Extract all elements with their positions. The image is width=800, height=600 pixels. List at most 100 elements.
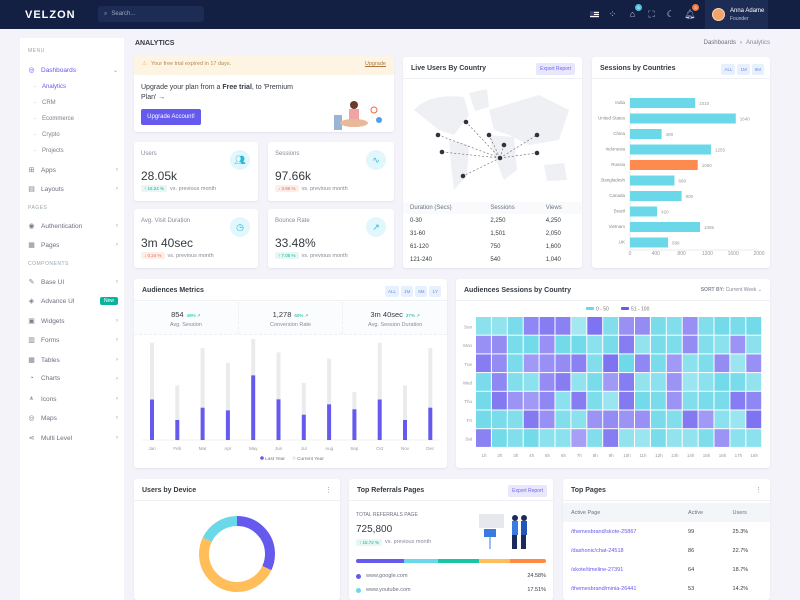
bar-last-year-mar[interactable]: [200, 407, 205, 440]
bar-last-year-nov[interactable]: [403, 420, 407, 440]
export-report-button[interactable]: Export Report: [508, 485, 547, 497]
heatmap-cell[interactable]: [539, 354, 555, 373]
bar-last-year-feb[interactable]: [175, 420, 180, 440]
heatmap-cell[interactable]: [650, 391, 666, 410]
heatmap-cell[interactable]: [635, 410, 650, 429]
bar-united-states[interactable]: [630, 113, 736, 124]
heatmap-cell[interactable]: [523, 373, 539, 391]
heatmap-cell[interactable]: [619, 373, 634, 391]
sidebar-sub-ecommerce[interactable]: Ecommerce: [34, 116, 74, 122]
heatmap-cell[interactable]: [491, 373, 507, 391]
heatmap-cell[interactable]: [476, 354, 491, 373]
heatmap-cell[interactable]: [476, 335, 491, 354]
heatmap-cell[interactable]: [650, 410, 666, 429]
heatmap-cell[interactable]: [587, 429, 603, 447]
heatmap-cell[interactable]: [619, 391, 634, 410]
bar-india[interactable]: [630, 98, 696, 108]
legend-current-year[interactable]: Current Year: [297, 456, 324, 462]
heatmap-cell[interactable]: [714, 391, 730, 410]
bar-indonesia[interactable]: [630, 144, 711, 155]
heatmap-cell[interactable]: [507, 354, 523, 373]
bar-last-year-jan[interactable]: [150, 399, 154, 440]
bar-current-year-aug[interactable]: [327, 358, 332, 405]
heatmap-cell[interactable]: [491, 391, 507, 410]
heatmap-cell[interactable]: [666, 373, 682, 391]
heatmap-cell[interactable]: [746, 410, 762, 429]
filter-1y[interactable]: 1Y: [429, 286, 441, 297]
bar-current-year-mar[interactable]: [200, 348, 205, 408]
heatmap-cell[interactable]: [635, 373, 650, 391]
legend-label[interactable]: 0 - 50: [596, 307, 609, 313]
heatmap-cell[interactable]: [507, 317, 523, 335]
more-vertical-icon[interactable]: ⋮: [325, 487, 332, 494]
bar-current-year-apr[interactable]: [225, 362, 230, 411]
heatmap-cell[interactable]: [730, 410, 746, 429]
bar-current-year-jul[interactable]: [301, 382, 306, 415]
heatmap-cell[interactable]: [507, 335, 523, 354]
flag-us-icon[interactable]: [589, 9, 600, 20]
heatmap-cell[interactable]: [587, 373, 603, 391]
sidebar-item-apps[interactable]: ⊞ Apps ›: [28, 166, 118, 175]
filter-6m[interactable]: 6M: [415, 286, 428, 297]
bar-uk[interactable]: [630, 237, 668, 248]
heatmap-cell[interactable]: [571, 354, 587, 373]
sidebar-item-advance-ui[interactable]: ◈ Advance UI New: [28, 297, 118, 305]
heatmap-cell[interactable]: [682, 354, 698, 373]
heatmap-cell[interactable]: [539, 317, 555, 335]
heatmap-cell[interactable]: [746, 335, 762, 354]
heatmap-cell[interactable]: [523, 354, 539, 373]
heatmap-cell[interactable]: [698, 373, 714, 391]
sidebar-sub-analytics[interactable]: Analytics: [34, 84, 66, 90]
legend-label[interactable]: 51 - 100: [631, 307, 650, 313]
heatmap-cell[interactable]: [476, 317, 491, 335]
bar-current-year-may[interactable]: [251, 339, 256, 376]
heatmap-cell[interactable]: [746, 391, 762, 410]
heatmap-cell[interactable]: [730, 335, 746, 354]
heatmap-cell[interactable]: [746, 429, 762, 447]
moon-icon[interactable]: ☾: [666, 9, 675, 19]
page-link[interactable]: /themesbrand/minia-26441: [571, 585, 637, 592]
cart-icon[interactable]: ⌂ 5: [627, 4, 642, 20]
bar-china[interactable]: [630, 129, 662, 139]
heatmap-cell[interactable]: [635, 354, 650, 373]
legend-last-year[interactable]: Last Year: [265, 456, 285, 462]
bar-last-year-aug[interactable]: [327, 404, 332, 440]
bar-canada[interactable]: [630, 191, 682, 201]
heatmap-cell[interactable]: [555, 373, 571, 391]
apps-grid-icon[interactable]: ⁘: [608, 9, 617, 19]
bar-current-year-dec[interactable]: [428, 348, 433, 408]
heatmap-cell[interactable]: [555, 410, 571, 429]
heatmap-cell[interactable]: [746, 317, 762, 335]
heatmap-cell[interactable]: [539, 410, 555, 429]
sidebar-item-tables[interactable]: ▦ Tables ›: [28, 356, 118, 365]
bar-current-year-sep[interactable]: [352, 392, 357, 410]
logo[interactable]: VELZON: [25, 9, 76, 21]
heatmap-cell[interactable]: [476, 429, 491, 447]
heatmap-cell[interactable]: [603, 373, 619, 391]
sidebar-item-icons[interactable]: ⩚ Icons ›: [28, 395, 118, 403]
heatmap-cell[interactable]: [666, 335, 682, 354]
breadcrumb-dashboards[interactable]: Dashboards: [703, 40, 736, 46]
heatmap-cell[interactable]: [698, 354, 714, 373]
heatmap-cell[interactable]: [666, 317, 682, 335]
export-report-button[interactable]: Export Report: [536, 63, 575, 75]
heatmap-cell[interactable]: [619, 317, 634, 335]
filter-all[interactable]: ALL: [384, 286, 399, 297]
bar-bangladesh[interactable]: [630, 175, 675, 186]
heatmap-cell[interactable]: [587, 410, 603, 429]
heatmap-cell[interactable]: [555, 354, 571, 373]
bar-last-year-jun[interactable]: [276, 399, 281, 440]
heatmap-cell[interactable]: [682, 429, 698, 447]
heatmap-cell[interactable]: [730, 354, 746, 373]
filter-1m[interactable]: 1M: [400, 286, 414, 297]
sidebar-sub-crypto[interactable]: Crypto: [34, 132, 60, 138]
bar-last-year-dec[interactable]: [428, 407, 433, 440]
heatmap-cell[interactable]: [698, 317, 714, 335]
heatmap-cell[interactable]: [603, 354, 619, 373]
heatmap-cell[interactable]: [714, 373, 730, 391]
heatmap-cell[interactable]: [682, 373, 698, 391]
heatmap-cell[interactable]: [698, 410, 714, 429]
heatmap-cell[interactable]: [746, 373, 762, 391]
heatmap-cell[interactable]: [730, 429, 746, 447]
heatmap-cell[interactable]: [714, 429, 730, 447]
